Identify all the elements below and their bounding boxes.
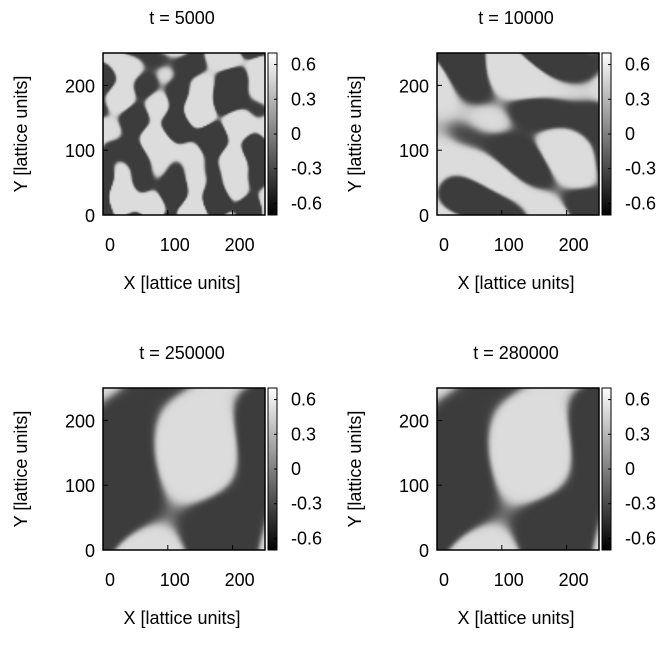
x-tick-label: 0 <box>439 235 449 255</box>
chart-svg: t = 5000 0 100 200 0 100 200 X [lattice units] Y… <box>11 8 322 293</box>
colorbar-tick-label: 0 <box>291 459 301 479</box>
chart-panel-1: t = 5000 0 100 200 0 100 200 X [lattice units] Y… <box>0 0 334 315</box>
plot-frame <box>436 387 600 551</box>
colorbar-tick-label: -0.6 <box>291 528 322 548</box>
colorbar-tick-label: 0.6 <box>291 390 316 410</box>
colorbar-tick-label: 0 <box>625 459 635 479</box>
x-tick-label: 100 <box>494 570 524 590</box>
colorbar-tick-label: -0.6 <box>291 193 322 213</box>
y-tick-label: 100 <box>65 476 95 496</box>
colorbar-tick-label: -0.3 <box>291 494 322 514</box>
x-tick-label: 200 <box>225 235 255 255</box>
y-tick-label: 100 <box>65 141 95 161</box>
colorbar-tick-label: 0.3 <box>291 89 316 109</box>
plot-frame <box>436 52 600 216</box>
x-tick-label: 0 <box>105 235 115 255</box>
chart-svg: t = 280000 0 100 200 0 100 200 X [lattice units… <box>345 343 656 628</box>
x-tick-label: 200 <box>559 570 589 590</box>
y-tick-label: 100 <box>399 141 429 161</box>
y-axis-label: Y [lattice units] <box>345 76 365 193</box>
chart-title: t = 250000 <box>139 343 225 363</box>
x-tick-label: 100 <box>494 235 524 255</box>
y-tick-label: 200 <box>65 411 95 431</box>
chart-svg: t = 250000 0 100 200 0 100 200 X [lattice units… <box>11 343 322 628</box>
x-tick-label: 200 <box>225 570 255 590</box>
chart-panel-4: t = 280000 0 100 200 0 100 200 X [lattice units… <box>334 335 668 650</box>
chart-panel-3: t = 250000 0 100 200 0 100 200 X [lattice units… <box>0 335 334 650</box>
order-parameter-field <box>103 53 265 215</box>
x-tick-label: 0 <box>439 570 449 590</box>
x-axis-label: X [lattice units] <box>457 608 574 628</box>
y-tick-label: 0 <box>85 206 95 226</box>
chart-panel-2: t = 10000 0 100 200 0 100 200 X [lattice units]… <box>334 0 668 315</box>
colorbar-tick-label: 0.6 <box>291 55 316 75</box>
colorbar-tick-label: -0.6 <box>625 528 656 548</box>
y-tick-label: 0 <box>419 206 429 226</box>
chart-svg: t = 10000 0 100 200 0 100 200 X [lattice units]… <box>345 8 656 293</box>
colorbar-tick-label: 0.3 <box>291 424 316 444</box>
y-axis-label: Y [lattice units] <box>345 411 365 528</box>
colorbar-tick-label: -0.6 <box>625 193 656 213</box>
colorbar-tick-label: -0.3 <box>625 494 656 514</box>
colorbar-tick-label: -0.3 <box>625 159 656 179</box>
y-tick-label: 0 <box>85 541 95 561</box>
colorbar-tick-label: 0 <box>291 124 301 144</box>
colorbar-tick-label: 0.6 <box>625 55 650 75</box>
y-tick-label: 200 <box>399 411 429 431</box>
y-tick-label: 200 <box>65 76 95 96</box>
colorbar-tick-label: 0 <box>625 124 635 144</box>
x-tick-label: 100 <box>160 570 190 590</box>
y-tick-label: 200 <box>399 76 429 96</box>
order-parameter-field <box>437 388 599 550</box>
chart-title: t = 10000 <box>478 8 554 28</box>
x-axis-label: X [lattice units] <box>123 608 240 628</box>
chart-title: t = 280000 <box>473 343 559 363</box>
order-parameter-field <box>437 53 599 215</box>
colorbar-tick-label: 0.3 <box>625 424 650 444</box>
x-tick-label: 200 <box>559 235 589 255</box>
y-tick-label: 100 <box>399 476 429 496</box>
colorbar-tick-label: 0.3 <box>625 89 650 109</box>
x-axis-label: X [lattice units] <box>457 273 574 293</box>
y-tick-label: 0 <box>419 541 429 561</box>
plot-frame <box>102 52 266 216</box>
plot-frame <box>102 387 266 551</box>
x-axis-label: X [lattice units] <box>123 273 240 293</box>
y-axis-label: Y [lattice units] <box>11 76 31 193</box>
order-parameter-field <box>103 388 265 550</box>
colorbar-tick-label: 0.6 <box>625 390 650 410</box>
colorbar-tick-label: -0.3 <box>291 159 322 179</box>
y-axis-label: Y [lattice units] <box>11 411 31 528</box>
x-tick-label: 100 <box>160 235 190 255</box>
x-tick-label: 0 <box>105 570 115 590</box>
chart-title: t = 5000 <box>149 8 215 28</box>
